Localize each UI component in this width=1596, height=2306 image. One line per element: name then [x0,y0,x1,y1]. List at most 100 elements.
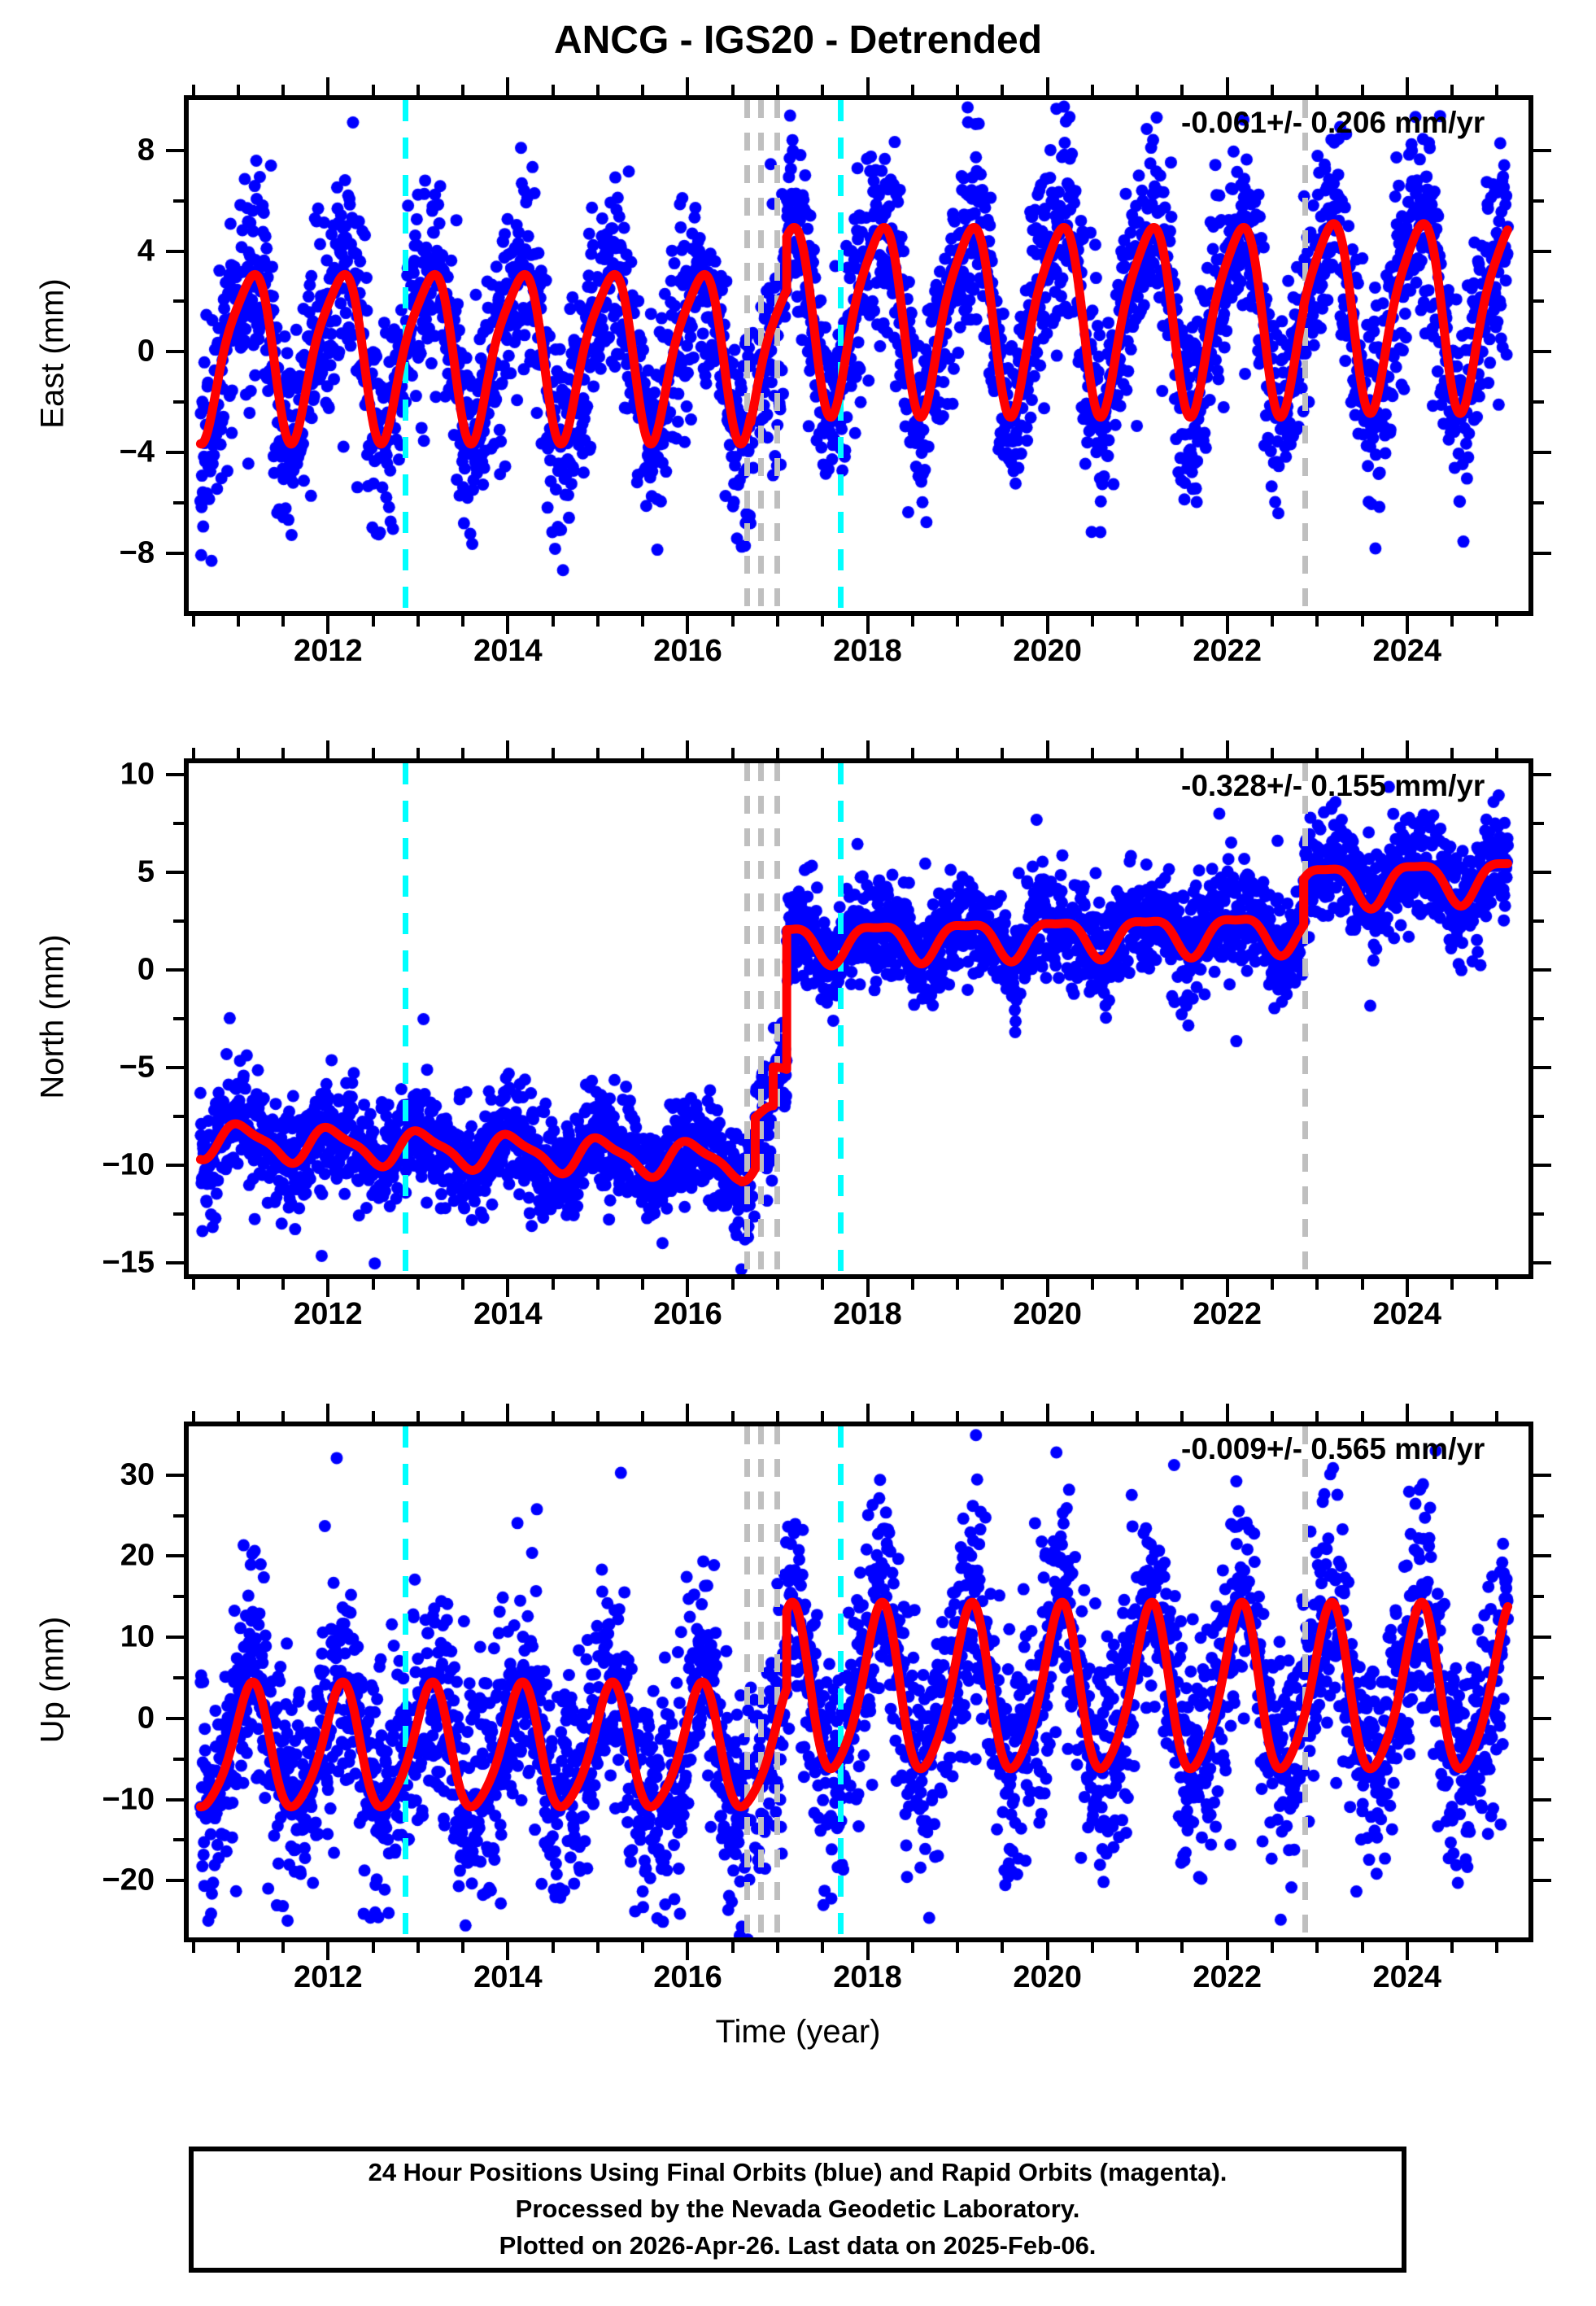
model-fit-segment [782,223,1308,422]
xtick-mark-top [1225,77,1229,95]
xtick-minor [956,85,960,95]
xtick-minor [1090,616,1094,627]
ytick-label: 8 [137,133,155,168]
ytick-minor [1533,1017,1544,1020]
xtick-minor [1450,1411,1454,1422]
xtick-minor [641,748,645,758]
ytick-label: −10 [102,1147,155,1182]
xtick-minor [1180,616,1184,627]
ytick-minor [1533,822,1544,826]
xtick-minor [821,1942,825,1953]
ytick-minor [173,400,184,404]
xtick-minor [776,85,780,95]
footer-line-2: Processed by the Nevada Geodetic Laborat… [515,2195,1080,2224]
xtick-mark [1045,1942,1049,1960]
ytick-label: 10 [120,757,155,792]
xtick-minor [1270,616,1274,627]
ytick-minor [1533,919,1544,924]
ytick-minor [1533,1212,1544,1216]
panel-east: East (mm) 8 4 0 −4 −8 2012 2014 2016 2018 2020 20… [0,0,1596,700]
xtick-minor [551,85,555,95]
xtick-minor [416,1279,420,1290]
xtick-minor [1495,616,1499,627]
xtick-minor [1270,1279,1274,1290]
model-fit-north [195,858,1512,1186]
earthquake-offset-line [744,763,751,1274]
xtick-minor [956,748,960,758]
xtick-minor [1001,748,1005,758]
xtick-label: 2012 [294,1960,363,1994]
xtick-minor [776,616,780,627]
ytick-mark [166,1554,184,1558]
xtick-minor [910,1279,914,1290]
xtick-label: 2024 [1372,1297,1442,1331]
ytick-minor [173,1017,184,1020]
ytick-mark-right [1533,1879,1551,1883]
earthquake-offset-line [1302,100,1308,611]
xtick-mark-top [866,77,870,95]
xtick-minor [461,748,465,758]
xtick-minor [641,616,645,627]
ytick-mark [166,350,184,354]
xtick-label: 2014 [473,1297,543,1331]
xtick-minor [1270,85,1274,95]
xtick-mark [1405,1279,1409,1297]
earthquake-offset-line [774,1426,780,1937]
xtick-minor [730,1279,735,1290]
xtick-minor [730,85,735,95]
xtick-minor [595,85,600,95]
xtick-mark-top [866,1404,870,1422]
xtick-minor [776,1411,780,1422]
xtick-minor [416,748,420,758]
axis-label-up: Up (mm) [34,1616,71,1744]
xtick-minor [821,1411,825,1422]
xtick-minor [641,1279,645,1290]
xtick-minor [910,85,914,95]
ytick-minor [173,299,184,304]
xtick-mark-top [1225,740,1229,758]
ytick-mark-right [1533,1163,1551,1167]
ytick-minor [1533,1595,1544,1599]
model-fit-segment [782,1597,1513,1774]
xtick-minor [910,1942,914,1953]
xtick-mark-top [326,740,330,758]
xtick-label: 2012 [294,634,363,668]
xtick-minor [1495,1942,1499,1953]
ytick-label: 10 [120,1619,155,1654]
ytick-minor [1533,1513,1544,1518]
earthquake-offset-line [758,1426,764,1937]
earthquake-offset-line [774,763,780,1274]
model-fit-segment [195,269,756,449]
xtick-label: 2016 [653,1297,722,1331]
ytick-label: −15 [102,1245,155,1280]
footer-line-1: 24 Hour Positions Using Final Orbits (bl… [368,2158,1228,2187]
xtick-minor [551,1942,555,1953]
earthquake-offset-line [774,100,780,611]
xtick-mark [1045,616,1049,634]
xtick-mark-top [1225,1404,1229,1422]
xtick-minor [281,1279,286,1290]
xtick-minor [595,616,600,627]
ytick-mark-right [1533,1797,1551,1802]
ytick-minor [1533,199,1544,203]
xtick-minor [641,85,645,95]
xtick-label: 2024 [1372,634,1442,668]
xtick-minor [956,1942,960,1953]
xtick-minor [910,748,914,758]
xtick-minor [1090,1279,1094,1290]
xtick-minor [416,616,420,627]
xtick-minor [776,1279,780,1290]
xtick-label: 2020 [1013,1297,1082,1331]
xtick-mark [1225,616,1229,634]
xtick-label: 2016 [653,1960,722,1994]
xtick-minor [1090,748,1094,758]
xtick-minor [1090,85,1094,95]
xtick-minor [910,1411,914,1422]
xtick-minor [1136,1411,1140,1422]
ytick-mark [166,871,184,875]
ytick-mark-right [1533,1636,1551,1640]
ytick-label: −8 [119,535,155,570]
ytick-mark-right [1533,249,1551,253]
xtick-minor [236,85,240,95]
xtick-minor [956,1279,960,1290]
